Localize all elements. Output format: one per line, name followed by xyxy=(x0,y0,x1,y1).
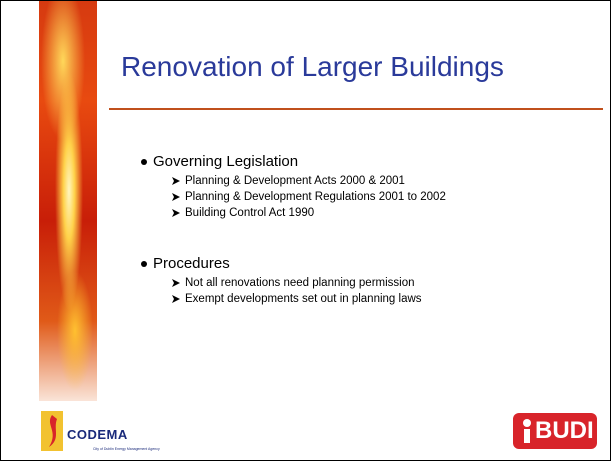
bullet-heading: Procedures xyxy=(141,253,422,275)
budi-text: BUDI xyxy=(535,417,594,444)
section: Procedures Not all renovations need plan… xyxy=(141,253,422,307)
sub-bullet: Building Control Act 1990 xyxy=(141,205,446,221)
sub-bullet-text: Planning & Development Acts 2000 & 2001 xyxy=(185,175,405,187)
codema-tagline: City of Dublin Energy Management Agency xyxy=(93,447,160,451)
sub-bullet: Planning & Development Regulations 2001 … xyxy=(141,189,446,205)
codema-name: CODEMA xyxy=(67,427,128,442)
sub-bullet-text: Not all renovations need planning permis… xyxy=(185,277,415,289)
budi-icon xyxy=(523,419,531,443)
arrow-bullet xyxy=(172,193,180,201)
title-rule xyxy=(109,108,603,110)
bullet-heading: Governing Legislation xyxy=(141,151,446,173)
slide-title: Renovation of Larger Buildings xyxy=(121,51,504,82)
budi-logo: BUDI xyxy=(513,413,597,449)
codema-logo: CODEMA City of Dublin Energy Management … xyxy=(41,401,191,456)
sub-bullet: Planning & Development Acts 2000 & 2001 xyxy=(141,173,446,189)
arrow-bullet xyxy=(172,295,180,303)
flame-strip xyxy=(39,1,97,401)
arrow-bullet xyxy=(172,279,180,287)
codema-icon xyxy=(41,411,63,451)
arrow-bullet xyxy=(172,209,180,217)
section: Governing Legislation Planning & Develop… xyxy=(141,151,446,221)
sub-bullet: Exempt developments set out in planning … xyxy=(141,291,422,307)
sub-bullet-text: Building Control Act 1990 xyxy=(185,207,315,219)
arrow-bullet xyxy=(172,177,180,185)
sub-bullet: Not all renovations need planning permis… xyxy=(141,275,422,291)
sub-bullet-text: Exempt developments set out in planning … xyxy=(185,293,422,305)
sub-bullet-text: Planning & Development Regulations 2001 … xyxy=(185,191,446,203)
